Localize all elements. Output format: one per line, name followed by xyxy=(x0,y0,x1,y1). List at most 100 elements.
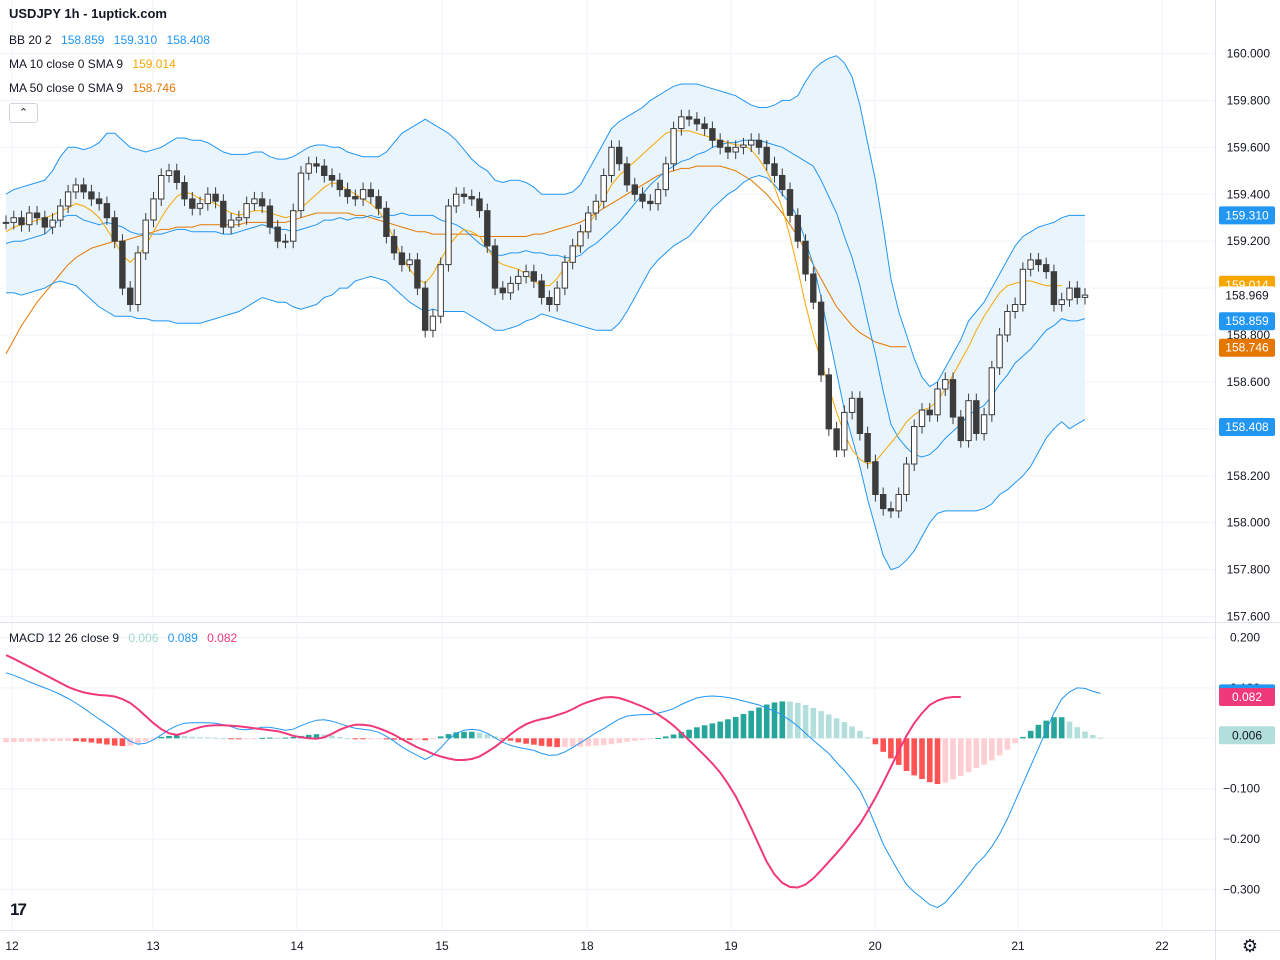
candle-body xyxy=(794,214,801,242)
macd-histogram-bar xyxy=(686,729,692,739)
candle-body xyxy=(499,287,507,294)
time-tick-label: 14 xyxy=(290,939,304,953)
candle-body xyxy=(10,217,17,223)
macd-histogram-bar xyxy=(717,721,723,739)
macd-histogram-bar xyxy=(810,707,817,739)
candle-body xyxy=(33,212,41,219)
macd-histogram-bar xyxy=(88,738,95,743)
macd-histogram-bar xyxy=(80,738,87,742)
candle-body xyxy=(390,236,398,254)
macd-line xyxy=(5,672,1101,909)
candle-body xyxy=(1066,287,1073,301)
macd-tick-label: −0.300 xyxy=(1223,883,1260,897)
macd-histogram-bar xyxy=(1020,736,1026,739)
macd-histogram-bar xyxy=(515,738,522,743)
candle-body xyxy=(1043,264,1050,273)
macd-histogram-bar xyxy=(1051,717,1057,739)
candle-body xyxy=(165,170,173,177)
candle-body xyxy=(779,175,786,191)
candle-body xyxy=(755,139,763,148)
macd-histogram-bar xyxy=(989,738,995,761)
candle-body xyxy=(2,221,10,224)
macd-histogram-bar xyxy=(585,738,591,747)
candle-body xyxy=(880,494,887,510)
candle-body xyxy=(515,275,522,284)
macd-histogram-bar xyxy=(1097,737,1104,739)
macd-histogram-bar xyxy=(795,702,801,739)
candle-body xyxy=(274,226,281,242)
candle-body xyxy=(592,200,600,214)
candle-body xyxy=(934,388,941,416)
time-tick-label: 22 xyxy=(1155,939,1169,953)
price-tick-label: 159.800 xyxy=(1227,93,1271,107)
macd-histogram-bar xyxy=(274,737,281,739)
macd-histogram-bar xyxy=(3,738,9,743)
gear-icon[interactable]: ⚙ xyxy=(1241,936,1259,956)
macd-histogram-bar xyxy=(96,738,102,744)
candle-body xyxy=(134,252,142,305)
candle-body xyxy=(600,175,607,202)
time-tick-label: 12 xyxy=(5,939,19,953)
bb-fill xyxy=(6,55,1085,570)
badge-signal-label: 0.082 xyxy=(1232,690,1262,704)
candle-body xyxy=(158,175,165,200)
macd-histogram-bar xyxy=(655,738,661,739)
candle-body xyxy=(119,240,126,289)
candle-body xyxy=(367,189,375,198)
ma10-label: MA 10 close 0 SMA 9 xyxy=(9,57,124,71)
candle-body xyxy=(305,163,312,174)
candle-body xyxy=(748,139,755,146)
candle-body xyxy=(561,261,569,289)
candle-body xyxy=(328,175,336,181)
macd-histogram-bar xyxy=(104,738,110,745)
macd-histogram-bar xyxy=(430,738,436,740)
candle-body xyxy=(266,205,274,228)
macd-histogram-bar xyxy=(422,738,428,741)
macd-histogram-bar xyxy=(197,737,203,739)
candle-body xyxy=(181,182,188,200)
badge-histogram xyxy=(1219,726,1275,745)
candle-body xyxy=(926,409,933,416)
macd-signal-line xyxy=(5,654,961,889)
macd-histogram-bar xyxy=(337,737,343,739)
macd-histogram-bar xyxy=(647,738,654,740)
price-tick-label: 159.400 xyxy=(1227,187,1271,201)
ma10-value: 159.014 xyxy=(132,57,176,71)
legend-ma10[interactable]: MA 10 close 0 SMA 9 159.014 xyxy=(9,56,182,72)
candle-body xyxy=(553,287,561,306)
macd-histogram-bar xyxy=(670,734,677,739)
macd-histogram-bar xyxy=(600,738,607,746)
candle-body xyxy=(80,184,87,193)
candle-body xyxy=(103,203,111,219)
candle-body xyxy=(709,128,716,141)
candle-body xyxy=(786,189,794,216)
legend-macd[interactable]: MACD 12 26 close 9 0.006 0.089 0.082 xyxy=(9,630,243,646)
macd-histogram-bar xyxy=(259,737,265,739)
candle-body xyxy=(235,217,243,221)
macd-histogram-bar xyxy=(142,738,149,742)
macd-histogram-bar xyxy=(73,738,79,742)
candle-body xyxy=(740,144,747,148)
macd-histogram-bar xyxy=(34,738,40,742)
macd-histogram-bar xyxy=(763,704,770,739)
macd-histogram-bar xyxy=(857,730,863,739)
badge-bb-upper xyxy=(1219,206,1275,225)
legend-bb[interactable]: BB 20 2 158.859 159.310 158.408 xyxy=(9,32,216,48)
macd-histogram-bar xyxy=(523,738,529,744)
badge-last-price-label: 158.969 xyxy=(1225,288,1269,302)
candle-body xyxy=(491,245,499,289)
candle-body xyxy=(623,163,631,186)
symbol-title: USDJPY 1h - 1uptick.com xyxy=(9,6,167,21)
candle-body xyxy=(173,170,181,184)
legend-ma50[interactable]: MA 50 close 0 SMA 9 158.746 xyxy=(9,80,182,96)
candle-body xyxy=(189,198,196,209)
tradingview-logo-icon[interactable]: 17 xyxy=(10,900,27,919)
macd-histogram-bar xyxy=(49,738,56,742)
candle-body xyxy=(41,217,48,228)
candle-body xyxy=(942,379,949,390)
candle-body xyxy=(577,231,584,247)
time-tick-label: 15 xyxy=(435,939,449,953)
macd-histogram-bar xyxy=(1043,720,1049,739)
collapse-legend-button[interactable]: ⌃ xyxy=(9,103,38,123)
